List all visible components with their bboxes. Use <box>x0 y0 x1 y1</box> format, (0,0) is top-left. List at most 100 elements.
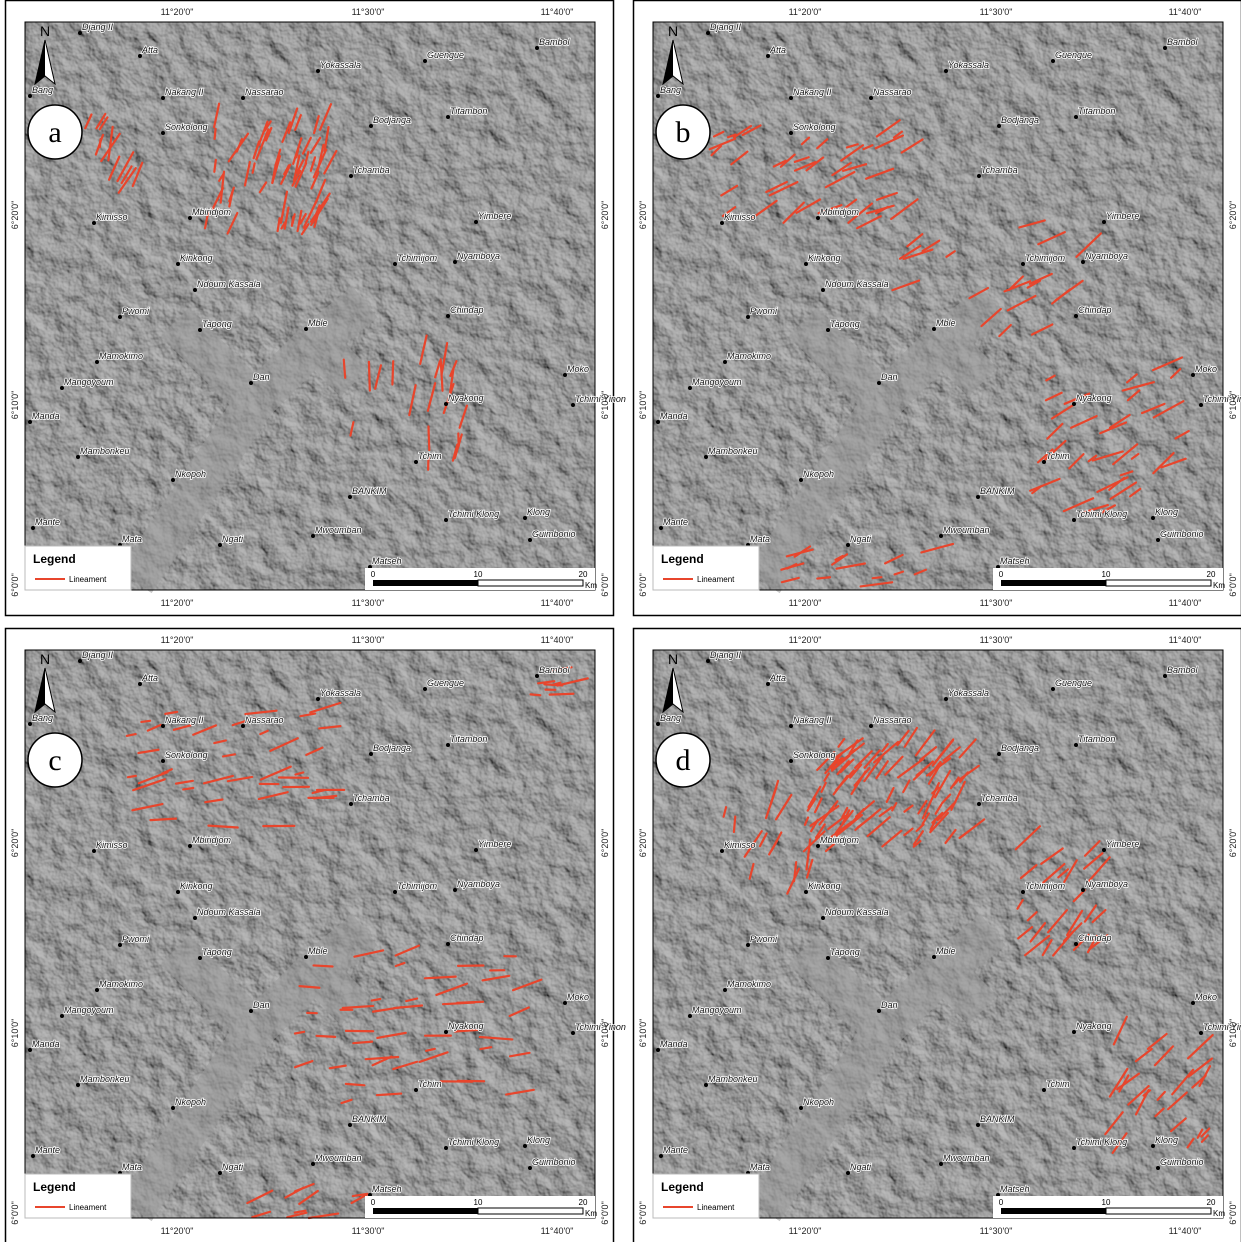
place-label: Ngati <box>222 1162 244 1172</box>
place-label: Guengue <box>427 50 464 60</box>
place-label: Nassarao <box>245 87 284 97</box>
place-label: Bang <box>660 713 681 723</box>
place-label: Manda <box>660 1039 688 1049</box>
figure: Djang II Atta Bambol Guengue Yokassala Bang Na… <box>0 0 1241 1242</box>
place-label: Yokassala <box>948 60 989 70</box>
scale-unit: Km <box>1213 1209 1225 1218</box>
place-label: Ngati <box>850 534 872 544</box>
scale-unit: Km <box>585 1209 597 1218</box>
place-label: Tchamba <box>353 165 390 175</box>
lineament <box>292 217 293 226</box>
place-label: Sonkolong <box>165 750 208 760</box>
place-label: Guimbonio <box>532 529 576 539</box>
latitude-tick: 6°20'0" <box>638 829 648 858</box>
place-label: Dan <box>253 372 270 382</box>
longitude-tick: 11°20'0" <box>161 635 194 645</box>
place-label: Bang <box>32 713 53 723</box>
longitude-tick: 11°40'0" <box>1169 1226 1202 1236</box>
place-label: Klong <box>1155 1135 1178 1145</box>
place-label: Bodjanga <box>1001 743 1039 753</box>
place-label: Djang II <box>710 650 742 660</box>
latitude-tick: 6°10'0" <box>1228 1019 1238 1048</box>
scale-label: 10 <box>474 1198 483 1207</box>
place-label: Tchimi Klong <box>448 509 499 519</box>
place-label: Nkopoh <box>803 469 834 479</box>
place-label: Atta <box>141 45 158 55</box>
scale-white <box>1106 580 1211 586</box>
place-label: Nyamboya <box>457 251 500 261</box>
place-label: Mambonkeu <box>80 446 130 456</box>
north-label: N <box>668 651 678 667</box>
scale-label: 10 <box>1102 1198 1111 1207</box>
place-label: Yokassala <box>320 688 361 698</box>
place-label: Manda <box>660 411 688 421</box>
place-label: Sonkolong <box>793 122 836 132</box>
lineament <box>215 129 216 139</box>
lineament <box>141 721 150 722</box>
place-label: Klong <box>1155 507 1178 517</box>
panel-label: a <box>48 116 61 149</box>
map: Djang IIAttaBambolGuengueYokassalaBangNa… <box>25 650 626 1218</box>
longitude-tick: 11°40'0" <box>1169 598 1202 608</box>
legend-title: Legend <box>33 552 76 566</box>
place-label: Nkopoh <box>175 1097 206 1107</box>
place-label: Bambol <box>1167 665 1199 675</box>
panel: Djang IIAttaBambolGuengueYokassalaBangNa… <box>634 1 1241 616</box>
lineament <box>344 360 345 378</box>
longitude-tick: 11°40'0" <box>1169 635 1202 645</box>
place-label: Mambonkeu <box>708 1074 758 1084</box>
place-label: Yokassala <box>948 688 989 698</box>
place-label: Mangoyoum <box>692 377 742 387</box>
longitude-tick: 11°40'0" <box>541 1226 574 1236</box>
longitude-tick: 11°40'0" <box>1169 7 1202 17</box>
legend-item: Lineament <box>697 1203 735 1212</box>
place-label: Bambol <box>539 37 571 47</box>
place-label: Titambon <box>1078 106 1115 116</box>
place-label: Mante <box>35 1145 60 1155</box>
place-label: Nyamboya <box>1085 251 1128 261</box>
panel: Djang IIAttaBambolGuengueYokassalaBangNa… <box>634 629 1241 1242</box>
place-label: BANKIM <box>352 1114 387 1124</box>
scale-unit: Km <box>1213 581 1225 590</box>
north-label: N <box>40 651 50 667</box>
longitude-tick: 11°30'0" <box>352 635 385 645</box>
place-label: Mble <box>308 946 328 956</box>
place-label: Guengue <box>1055 678 1092 688</box>
scale-label: 20 <box>1207 1198 1216 1207</box>
place-label: Nyakong <box>448 393 484 403</box>
legend-title: Legend <box>661 1180 704 1194</box>
latitude-tick: 6°10'0" <box>10 1019 20 1048</box>
north-label: N <box>668 23 678 39</box>
place-label: Mwoumban <box>943 525 990 535</box>
place-label: Klong <box>527 507 550 517</box>
place-label: Mble <box>936 318 956 328</box>
place-label: Atta <box>769 673 786 683</box>
longitude-tick: 11°30'0" <box>980 1226 1013 1236</box>
place-label: Pwomi <box>750 934 778 944</box>
place-label: Mangoyoum <box>64 1005 114 1015</box>
place-label: Kimisso <box>96 212 128 222</box>
place-label: Tchimi Klong <box>1076 509 1127 519</box>
map: Djang IIAttaBambolGuengueYokassalaBangNa… <box>653 650 1241 1218</box>
scale-black <box>373 1208 478 1214</box>
scale-label: 10 <box>474 570 483 579</box>
longitude-tick: 11°40'0" <box>541 635 574 645</box>
place-label: Dan <box>253 1000 270 1010</box>
place-label: Mbiridjom <box>820 835 860 845</box>
place-label: Tchimijom <box>397 253 438 263</box>
place-label: Mwoumban <box>315 1153 362 1163</box>
place-label: Sonkolong <box>165 122 208 132</box>
place-label: Ndoum Kassala <box>197 907 261 917</box>
latitude-tick: 6°0'0" <box>1228 573 1238 597</box>
place-label: Atta <box>769 45 786 55</box>
place-label: Mante <box>663 1145 688 1155</box>
place-label: Kimisso <box>724 212 756 222</box>
place-label: Djang II <box>82 22 114 32</box>
latitude-tick: 6°20'0" <box>10 201 20 230</box>
panel-label: d <box>676 744 691 777</box>
latitude-tick: 6°10'0" <box>600 1019 610 1048</box>
lineament <box>214 160 216 172</box>
place-label: Chindap <box>1078 305 1112 315</box>
page: Djang II Atta Bambol Guengue Yokassala Bang Na… <box>0 0 1241 1242</box>
place-label: Mble <box>936 946 956 956</box>
